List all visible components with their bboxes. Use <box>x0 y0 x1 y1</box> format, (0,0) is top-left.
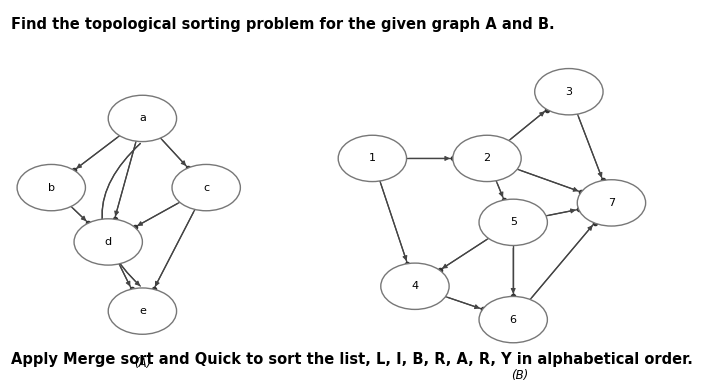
Text: c: c <box>203 183 209 193</box>
Ellipse shape <box>108 288 177 334</box>
Ellipse shape <box>577 180 646 226</box>
Ellipse shape <box>479 199 548 245</box>
Text: b: b <box>48 183 55 193</box>
Text: e: e <box>139 306 146 316</box>
Text: a: a <box>139 113 146 124</box>
Text: (A): (A) <box>134 357 151 370</box>
Text: 7: 7 <box>608 198 615 208</box>
Ellipse shape <box>17 164 85 211</box>
Ellipse shape <box>381 263 449 310</box>
Text: 1: 1 <box>369 153 376 163</box>
Ellipse shape <box>108 95 177 142</box>
Text: 2: 2 <box>483 153 491 163</box>
Text: Apply Merge sort and Quick to sort the list, L, I, B, R, A, R, Y in alphabetical: Apply Merge sort and Quick to sort the l… <box>11 352 693 367</box>
Text: (B): (B) <box>511 369 528 382</box>
Text: 4: 4 <box>412 281 419 291</box>
Ellipse shape <box>172 164 241 211</box>
Ellipse shape <box>338 135 407 181</box>
Text: 3: 3 <box>565 87 572 97</box>
Text: Find the topological sorting problem for the given graph A and B.: Find the topological sorting problem for… <box>11 17 555 32</box>
Ellipse shape <box>535 69 603 115</box>
Text: d: d <box>105 237 112 247</box>
Text: 6: 6 <box>510 315 517 325</box>
Ellipse shape <box>453 135 521 181</box>
Ellipse shape <box>479 296 548 343</box>
FancyArrowPatch shape <box>102 144 140 285</box>
Text: 5: 5 <box>510 217 517 227</box>
Ellipse shape <box>74 219 142 265</box>
FancyArrowPatch shape <box>102 144 140 286</box>
